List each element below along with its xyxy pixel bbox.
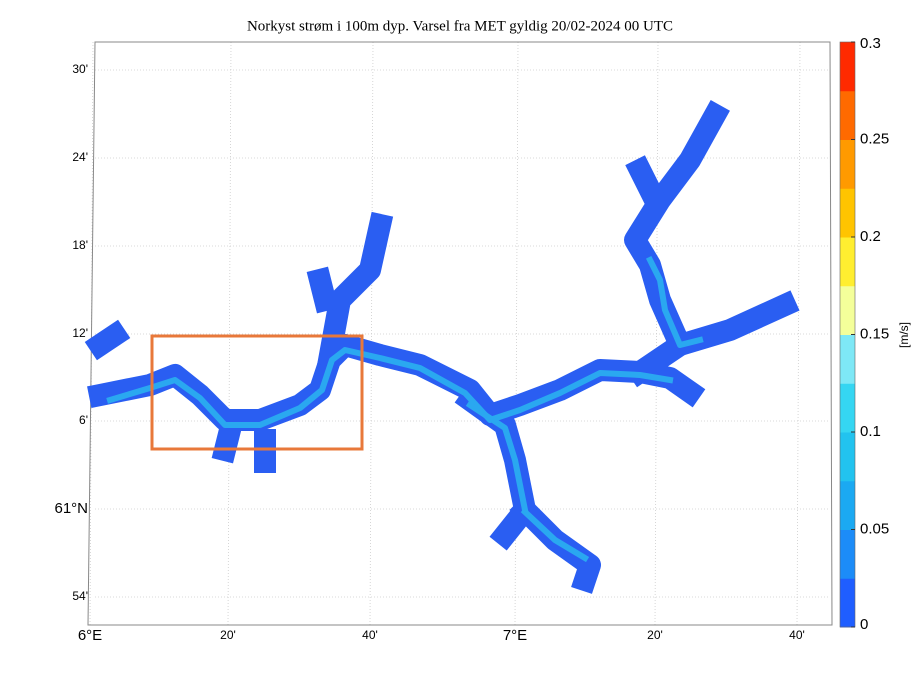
colorbar: 0 0.05 0.1 0.15 0.2 0.25 0.3 xyxy=(839,35,889,633)
colorbar-band xyxy=(840,480,855,530)
colorbar-band xyxy=(840,285,855,335)
colorbar-band xyxy=(840,529,855,579)
highlight-box xyxy=(150,334,364,451)
colorbar-band xyxy=(840,188,855,238)
colorbar-tick-label: 0.15 xyxy=(860,325,889,342)
colorbar-band xyxy=(840,237,855,287)
colorbar-band xyxy=(840,578,855,628)
lon-grid-line xyxy=(796,41,801,626)
lat-tick-label: 12' xyxy=(72,326,88,340)
colorbar-tick-label: 0.05 xyxy=(860,520,889,537)
colorbar-tick-label: 0.25 xyxy=(860,130,889,147)
lat-tick-label: 24' xyxy=(72,150,88,164)
lon-grid-line xyxy=(654,41,659,626)
colorbar-band xyxy=(840,383,855,433)
lon-tick-label: 20' xyxy=(647,628,663,642)
colorbar-band xyxy=(840,139,855,189)
map-title: Norkyst strøm i 100m dyp. Varsel fra MET… xyxy=(247,18,673,34)
lon-tick-label: 40' xyxy=(362,628,378,642)
lon-grid-line xyxy=(369,41,374,626)
colorbar-tick-label: 0 xyxy=(860,616,868,633)
colorbar-tick-label: 0.2 xyxy=(860,228,881,245)
colorbar-label: [m/s] xyxy=(897,322,911,348)
map-frame xyxy=(87,41,833,626)
colorbar-band xyxy=(840,42,855,92)
lon-tick-label: 7°E xyxy=(503,627,527,644)
lat-tick-label: 18' xyxy=(72,238,88,252)
lon-tick-label: 6°E xyxy=(78,627,102,644)
lon-grid-line xyxy=(227,41,232,626)
lon-grid-line xyxy=(514,41,519,626)
colorbar-band xyxy=(840,432,855,482)
colorbar-band xyxy=(840,334,855,384)
lat-tick-label: 6' xyxy=(79,413,88,427)
lon-tick-label: 40' xyxy=(789,628,805,642)
lat-tick-label: 54' xyxy=(72,589,88,603)
colorbar-tick-label: 0.3 xyxy=(860,35,881,52)
lat-tick-label: 61°N xyxy=(54,500,88,517)
lon-tick-label: 20' xyxy=(220,628,236,642)
fjord-current xyxy=(84,100,800,594)
lat-tick-label: 30' xyxy=(72,62,88,76)
colorbar-tick-label: 0.1 xyxy=(860,423,881,440)
colorbar-band xyxy=(840,90,855,140)
